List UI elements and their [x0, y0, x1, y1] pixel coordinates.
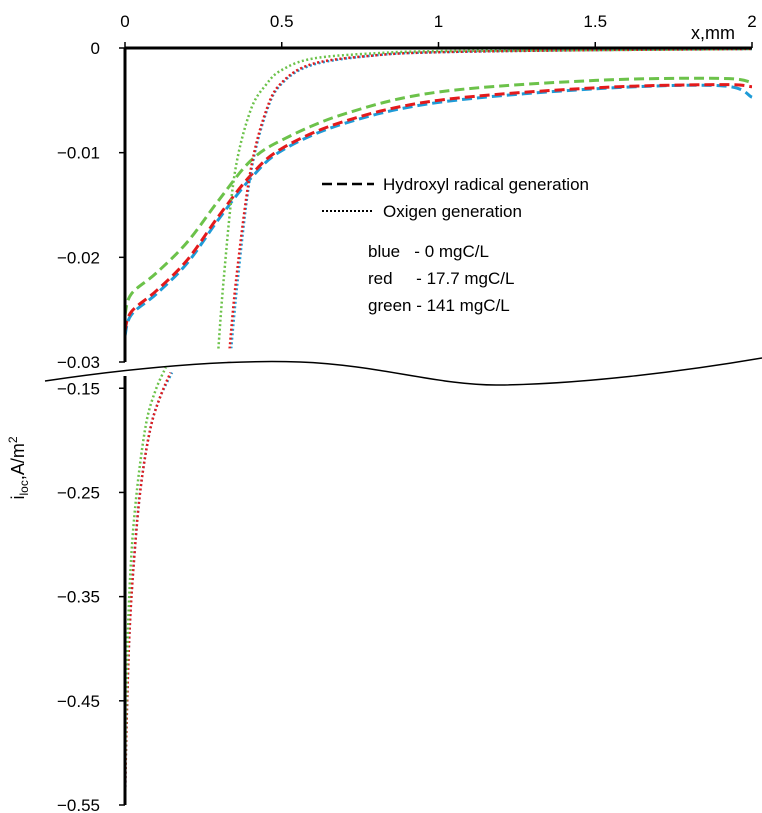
y-tick-label: 0 [91, 39, 100, 58]
y-tick-label: −0.01 [57, 144, 100, 163]
legend-color-label-green: green - 141 mgC/L [368, 296, 510, 315]
series-line-blue-dashed-upper [123, 83, 753, 337]
axis-break-mask [45, 340, 762, 386]
y-tick-label: −0.55 [57, 796, 100, 813]
axis-break-line [44, 357, 762, 386]
x-tick-label: 0.5 [270, 12, 294, 31]
y-tick-label: −0.03 [57, 353, 100, 372]
legend-color-label-red: red - 17.7 mgC/L [368, 269, 514, 288]
y-axis-title: iloc,A/m2 [6, 436, 31, 499]
labels-layer: 0 0.5 1 1.5 2 0 −0.01 −0.02 −0.03 −0.15 −0.25 −0.35… [6, 12, 757, 813]
x-axis-title: x,mm [691, 23, 735, 43]
y-tick-label: −0.02 [57, 248, 100, 267]
legend: Hydroxyl radical generation Oxigen genera… [322, 175, 589, 315]
series-line-red-dotted-upper [227, 47, 753, 363]
series-line-red-dashed-upper [123, 83, 753, 332]
series-line-red-dotted-lower [123, 372, 172, 806]
axes-layer [44, 42, 762, 806]
series-layer [123, 47, 753, 806]
x-tick-label: 1 [434, 12, 443, 31]
y-tick-label: −0.45 [57, 692, 100, 711]
y-tick-label: −0.15 [57, 379, 100, 398]
legend-label-dashed: Hydroxyl radical generation [383, 175, 589, 194]
x-tick-label: 0 [120, 12, 129, 31]
y-tick-label: −0.25 [57, 483, 100, 502]
series-line-green-dotted-lower [123, 366, 167, 806]
legend-color-label-blue: blue - 0 mgC/L [368, 242, 489, 261]
y-tick-label: −0.35 [57, 588, 100, 607]
series-line-green-dashed-upper [123, 76, 753, 316]
x-tick-label: 1.5 [583, 12, 607, 31]
x-tick-label: 2 [747, 12, 756, 31]
legend-label-dotted: Oxigen generation [383, 202, 522, 221]
